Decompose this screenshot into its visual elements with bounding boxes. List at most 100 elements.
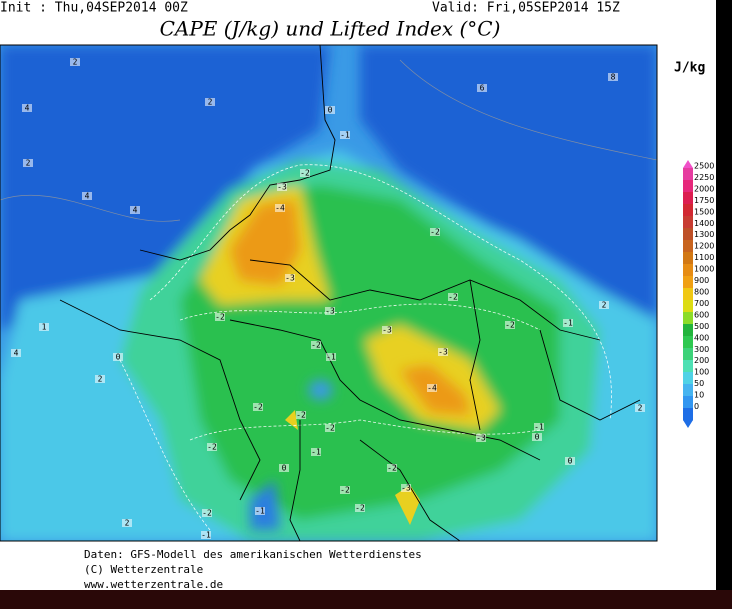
contour-label: 0 xyxy=(116,353,121,362)
legend-unit: J/kg xyxy=(674,61,705,76)
legend-label: 1300 xyxy=(694,230,714,239)
colorbar-segment xyxy=(683,252,693,265)
legend-label: 1500 xyxy=(694,207,714,216)
contour-label-bg xyxy=(255,507,265,515)
contour-label-bg xyxy=(296,411,306,419)
colorbar-segment xyxy=(683,336,693,349)
colorbar-segment xyxy=(683,180,693,193)
legend-label: 900 xyxy=(694,276,709,285)
map-frame xyxy=(0,44,658,542)
contour-label: -3 xyxy=(401,484,411,493)
contour-label: 2 xyxy=(125,519,130,528)
contour-label-bg xyxy=(70,58,80,66)
contour-label: -2 xyxy=(215,313,225,322)
footer-line: (C) Wetterzentrale xyxy=(84,563,203,576)
contour-label-bg xyxy=(279,464,289,472)
contour-label-bg xyxy=(563,319,573,327)
contour-label: -1 xyxy=(534,423,544,432)
contour-label: -2 xyxy=(207,443,217,452)
contour-label: -3 xyxy=(325,307,335,316)
contour-label-bg xyxy=(565,457,575,465)
legend-label: 1750 xyxy=(694,196,714,205)
contour-label-bg xyxy=(505,321,515,329)
legend-label: 600 xyxy=(694,310,709,319)
contour-label-bg xyxy=(599,301,609,309)
contour-label-bg xyxy=(130,206,140,214)
contour-label: -2 xyxy=(448,293,458,302)
contour-label: -2 xyxy=(355,504,365,513)
contour-label-bg xyxy=(285,274,295,282)
colorbar-segment xyxy=(683,240,693,253)
contour-label-bg xyxy=(205,98,215,106)
contour-label-bg xyxy=(430,228,440,236)
contour-label-bg xyxy=(82,192,92,200)
legend-label: 300 xyxy=(694,345,709,354)
legend-label: 500 xyxy=(694,322,709,331)
contour-label: 0 xyxy=(328,106,333,115)
bottom-edge xyxy=(0,590,732,609)
contour-label-bg xyxy=(277,183,287,191)
contour-label: 0 xyxy=(282,464,287,473)
legend-label: 200 xyxy=(694,356,709,365)
contour-label: 0 xyxy=(568,457,573,466)
contour-label: 4 xyxy=(133,206,138,215)
contour-label-bg xyxy=(113,353,123,361)
colorbar-segment xyxy=(683,168,693,181)
legend-label: 1200 xyxy=(694,242,714,251)
legend-label: 2250 xyxy=(694,173,714,182)
colorbar-segment xyxy=(683,276,693,289)
contour-label-bg xyxy=(202,509,212,517)
colorbar-segment xyxy=(683,192,693,205)
contour-label-bg xyxy=(275,204,285,212)
contour-label: 4 xyxy=(14,349,19,358)
colorbar-segment xyxy=(683,312,693,325)
title: CAPE (J/kg) und Lifted Index (°C) xyxy=(160,17,501,41)
colorbar-segment xyxy=(683,360,693,373)
contour-label-bg xyxy=(300,169,310,177)
legend-label: 2000 xyxy=(694,184,714,193)
contour-label: -2 xyxy=(505,321,515,330)
colorbar-segment xyxy=(683,408,693,421)
contour-label-bg xyxy=(122,519,132,527)
colorbar-segment xyxy=(683,288,693,301)
contour-label-bg xyxy=(253,403,263,411)
legend-label: 700 xyxy=(694,299,709,308)
contour-label-bg xyxy=(355,504,365,512)
contour-label: -2 xyxy=(202,509,212,518)
contour-label-bg xyxy=(201,531,211,539)
colorbar-segment xyxy=(683,228,693,241)
contour-label: -1 xyxy=(326,353,336,362)
legend-label: 1100 xyxy=(694,253,714,262)
contour-label-bg xyxy=(427,384,437,392)
contour-label: -2 xyxy=(325,424,335,433)
contour-label-bg xyxy=(476,434,486,442)
contour-label-bg xyxy=(311,448,321,456)
contour-label: 2 xyxy=(98,375,103,384)
footer-line: www.wetterzentrale.de xyxy=(84,578,223,591)
footer-line: Daten: GFS-Modell des amerikanischen Wet… xyxy=(84,548,422,561)
init-time: Init : Thu,04SEP2014 00Z xyxy=(0,1,188,16)
colorbar-segment xyxy=(683,396,693,409)
contour-label: -1 xyxy=(311,448,321,457)
legend-label: 800 xyxy=(694,288,709,297)
contour-label: -4 xyxy=(275,204,285,213)
legend-label: 2500 xyxy=(694,162,714,171)
legend-label: 400 xyxy=(694,333,709,342)
colorbar-segment xyxy=(683,264,693,277)
contour-label: 4 xyxy=(85,192,90,201)
colorbar-segment xyxy=(683,324,693,337)
contour-label: -2 xyxy=(296,411,306,420)
contour-label-bg xyxy=(401,484,411,492)
legend-label: 50 xyxy=(694,379,704,388)
contour-label-bg xyxy=(608,73,618,81)
contour-label: -3 xyxy=(277,183,287,192)
contour-label: -2 xyxy=(387,464,397,473)
contour-label-bg xyxy=(448,293,458,301)
contour-label: 0 xyxy=(535,433,540,442)
contour-label: 2 xyxy=(602,301,607,310)
contour-label-bg xyxy=(635,404,645,412)
legend-label: 10 xyxy=(694,391,704,400)
valid-time: Valid: Fri,05SEP2014 15Z xyxy=(432,1,620,16)
colorbar-tip xyxy=(683,420,693,428)
